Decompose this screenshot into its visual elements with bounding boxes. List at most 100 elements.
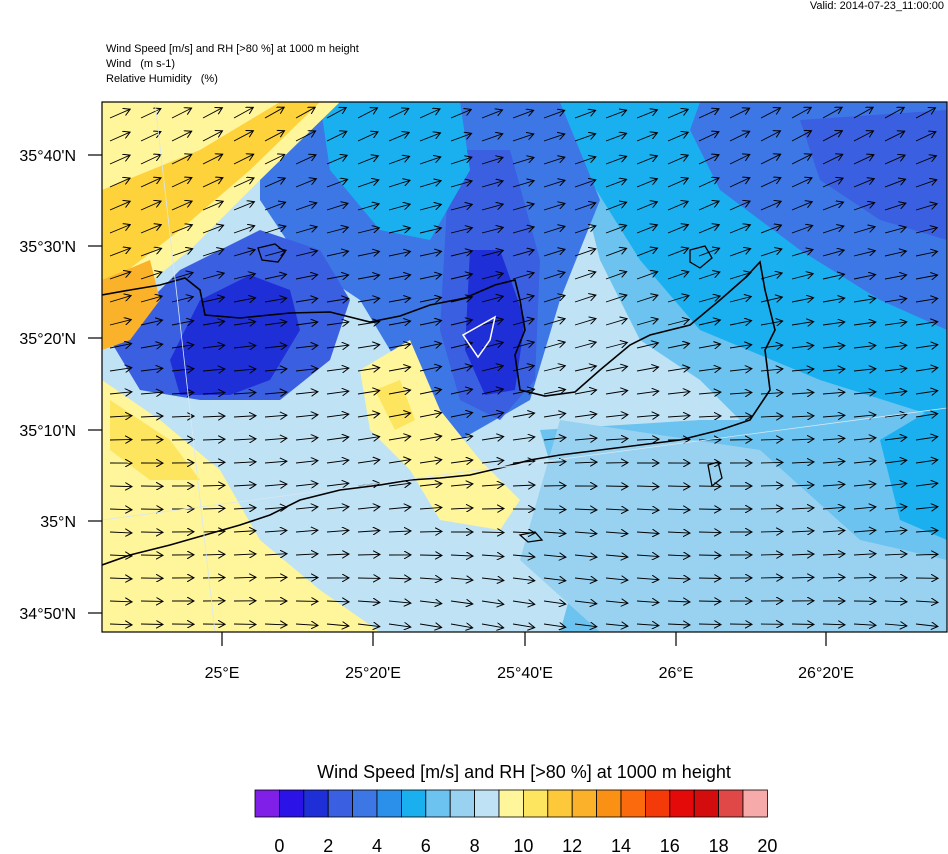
wind-arrow bbox=[605, 272, 627, 280]
wind-arrow bbox=[667, 624, 690, 625]
wind-arrow bbox=[760, 578, 783, 579]
wind-arrow bbox=[481, 509, 504, 510]
wind-arrow bbox=[574, 157, 596, 165]
wind-arrow bbox=[388, 204, 410, 211]
wind-arrow bbox=[202, 439, 225, 440]
wind-arrow bbox=[698, 296, 720, 303]
wind-arrow bbox=[202, 225, 224, 234]
wind-arrow bbox=[884, 155, 905, 165]
wind-arrow bbox=[202, 578, 225, 579]
wind-arrow bbox=[171, 440, 194, 441]
wind-arrow bbox=[760, 554, 783, 555]
wind-arrow bbox=[233, 322, 256, 325]
wind-arrow bbox=[326, 108, 346, 119]
wind-arrow bbox=[171, 273, 193, 280]
wind-arrow bbox=[202, 462, 225, 463]
wind-arrow bbox=[264, 369, 287, 371]
wind-arrow bbox=[357, 601, 380, 603]
wind-arrow bbox=[419, 181, 441, 188]
wind-arrow bbox=[512, 555, 535, 557]
wind-arrow bbox=[233, 624, 256, 625]
wind-arrows bbox=[109, 107, 938, 628]
wind-arrow bbox=[884, 299, 907, 303]
wind-arrow bbox=[636, 624, 659, 626]
wind-arrow bbox=[884, 601, 907, 602]
wind-arrow bbox=[822, 369, 845, 371]
wind-arrow bbox=[388, 624, 411, 627]
wind-arrow bbox=[109, 486, 132, 487]
wind-arrow bbox=[915, 554, 938, 555]
wind-arrow bbox=[729, 369, 752, 371]
wind-arrow bbox=[760, 201, 781, 211]
wind-arrow bbox=[853, 438, 876, 440]
wind-arrow bbox=[915, 368, 938, 371]
wind-arrow bbox=[233, 369, 256, 371]
wind-arrow bbox=[698, 532, 721, 533]
wind-arrow bbox=[605, 415, 628, 417]
wind-arrow bbox=[357, 298, 380, 302]
wind-arrow bbox=[109, 440, 132, 441]
parallel-line bbox=[102, 407, 947, 521]
wind-arrow bbox=[109, 601, 132, 602]
wind-arrow bbox=[543, 157, 565, 165]
wind-arrow bbox=[264, 178, 285, 188]
wind-arrow bbox=[295, 155, 316, 165]
wind-arrow bbox=[729, 131, 750, 142]
wind-arrow bbox=[884, 107, 904, 119]
wind-arrow bbox=[543, 319, 565, 326]
wind-arrow bbox=[667, 248, 689, 257]
wind-arrow bbox=[264, 107, 284, 119]
wind-arrow bbox=[915, 460, 938, 463]
wind-arrow bbox=[481, 134, 503, 142]
wind-arrow bbox=[264, 298, 287, 302]
wind-arrow bbox=[419, 460, 442, 463]
wind-arrow bbox=[388, 275, 411, 279]
wind-arrow bbox=[822, 131, 842, 142]
wind-arrow bbox=[667, 272, 689, 280]
wind-arrow bbox=[264, 530, 287, 532]
wind-arrow bbox=[698, 368, 721, 371]
wind-arrow bbox=[295, 578, 318, 579]
nw-deep-orange bbox=[102, 260, 160, 350]
wind-arrow bbox=[326, 530, 349, 532]
wind-arrow bbox=[667, 132, 688, 142]
wind-arrow bbox=[481, 437, 504, 441]
wind-arrow bbox=[698, 201, 719, 211]
wind-arrow bbox=[822, 624, 845, 625]
wind-arrow bbox=[760, 439, 783, 440]
wind-arrow bbox=[915, 414, 938, 417]
wind-arrow bbox=[109, 155, 130, 165]
wind-arrow bbox=[357, 531, 380, 533]
wind-arrow bbox=[140, 178, 161, 188]
wind-arrow bbox=[543, 438, 566, 441]
wind-arrow bbox=[574, 180, 596, 188]
wind-arrow bbox=[915, 507, 938, 509]
wind-arrow bbox=[140, 132, 161, 142]
wind-arrow bbox=[512, 204, 534, 211]
wind-arrow bbox=[853, 179, 874, 188]
wind-arrow bbox=[295, 507, 318, 509]
wind-arrow bbox=[636, 248, 658, 257]
wind-arrow bbox=[574, 555, 597, 557]
white-polygon bbox=[461, 315, 497, 359]
wind-arrow bbox=[543, 180, 565, 188]
wind-arrow bbox=[853, 461, 876, 463]
wind-arrow bbox=[481, 413, 504, 417]
wind-arrow bbox=[884, 437, 907, 440]
wind-arrow bbox=[264, 392, 287, 394]
wind-arrow bbox=[729, 392, 752, 394]
valid-time: Valid: 2014-07-23_11:00:00 bbox=[809, 0, 944, 12]
wind-arrow bbox=[233, 508, 256, 509]
wind-arrow bbox=[419, 484, 442, 487]
wind-arrow bbox=[326, 275, 349, 279]
wind-arrow bbox=[419, 531, 442, 532]
wind-arrow bbox=[202, 508, 225, 509]
wind-arrow bbox=[760, 369, 783, 371]
wind-arrow bbox=[264, 154, 285, 165]
wind-arrow bbox=[295, 484, 318, 486]
wind-arrow bbox=[915, 108, 936, 119]
wind-arrow bbox=[233, 226, 255, 234]
wind-arrow bbox=[791, 393, 814, 395]
wind-arrow bbox=[636, 555, 659, 557]
